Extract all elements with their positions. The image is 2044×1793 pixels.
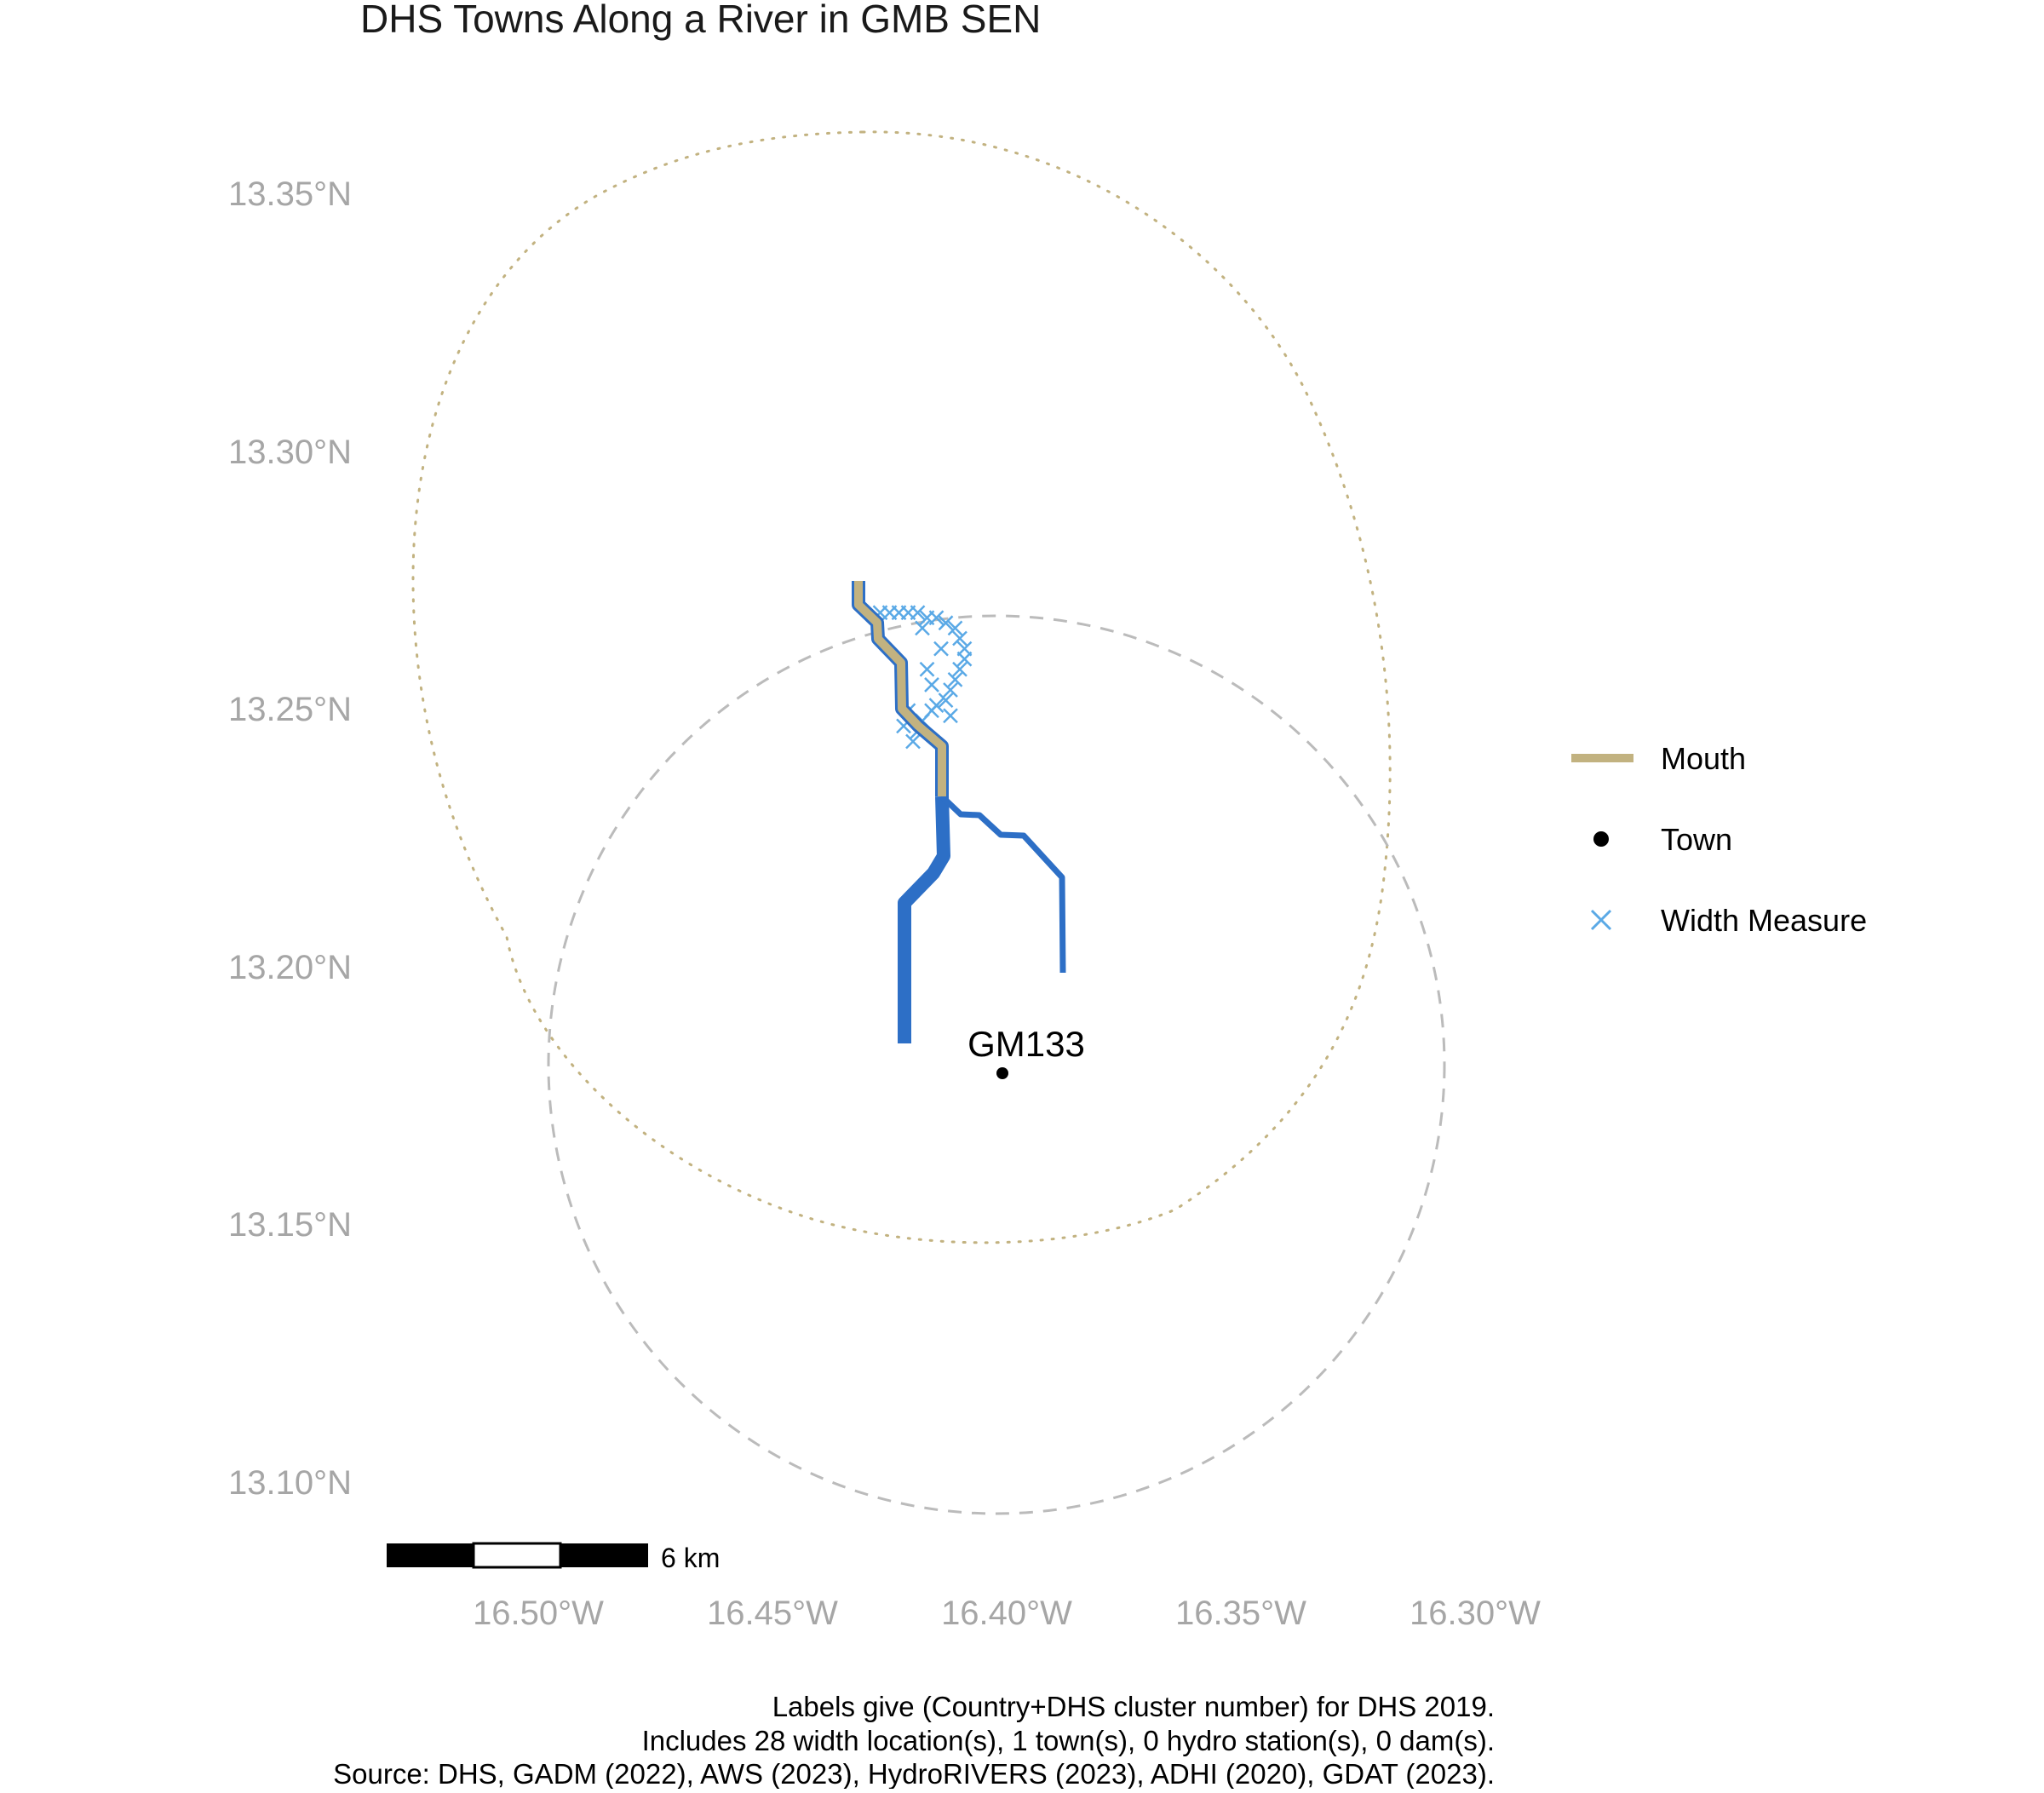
scale-bar-segment xyxy=(387,1543,474,1567)
width-measure-point xyxy=(952,630,967,647)
lat-tick-label: 13.15°N xyxy=(228,1206,352,1244)
width-measure-point xyxy=(956,641,973,657)
width-measure-point xyxy=(952,661,967,677)
legend-width-measure-swatch xyxy=(1590,909,1612,931)
caption: Labels give (Country+DHS cluster number)… xyxy=(333,1691,1495,1790)
caption-line: Source: DHS, GADM (2022), AWS (2023), Hy… xyxy=(333,1758,1495,1789)
lat-tick-label: 13.35°N xyxy=(228,175,352,213)
legend: Mouth Town Width Measure xyxy=(1571,741,1867,938)
lon-tick-label: 16.35°W xyxy=(1175,1595,1306,1632)
caption-line: Labels give (Country+DHS cluster number)… xyxy=(772,1691,1495,1722)
town-point xyxy=(996,1067,1008,1079)
longitude-axis: 16.50°W 16.45°W 16.40°W 16.35°W 16.30°W xyxy=(473,1595,1541,1632)
width-measure-point xyxy=(919,661,935,677)
town-label: GM133 xyxy=(967,1024,1085,1064)
legend-width-measure-label: Width Measure xyxy=(1661,903,1867,938)
width-measure-point xyxy=(943,682,958,698)
lat-tick-label: 13.30°N xyxy=(228,434,352,471)
river-branch xyxy=(939,794,1066,974)
width-measure-point xyxy=(919,610,935,626)
width-measure-point xyxy=(938,615,954,631)
width-measure-point xyxy=(905,733,921,750)
lat-tick-label: 13.10°N xyxy=(228,1464,352,1502)
legend-town-label: Town xyxy=(1661,822,1732,857)
town-buffer-circle xyxy=(547,614,1446,1515)
lon-tick-label: 16.50°W xyxy=(473,1595,604,1632)
river-main-channel xyxy=(898,796,950,1043)
caption-line: Includes 28 width location(s), 1 town(s)… xyxy=(642,1725,1495,1756)
map-title: DHS Towns Along a River in GMB SEN xyxy=(360,0,1041,41)
lat-tick-label: 13.25°N xyxy=(228,691,352,728)
width-measure-point xyxy=(928,698,944,714)
scale-bar-segment xyxy=(560,1543,648,1567)
lon-tick-label: 16.40°W xyxy=(941,1595,1072,1632)
legend-mouth-label: Mouth xyxy=(1661,741,1746,776)
scale-bar: 6 km xyxy=(387,1542,720,1573)
width-measure-point xyxy=(938,692,954,708)
width-measure-point xyxy=(924,677,939,692)
scale-bar-label: 6 km xyxy=(661,1543,720,1573)
scale-bar-segment xyxy=(472,1542,562,1569)
latitude-axis: 13.35°N 13.30°N 13.25°N 13.20°N 13.15°N … xyxy=(228,175,352,1502)
width-measure-point xyxy=(915,620,930,636)
width-measure-point xyxy=(943,708,958,724)
lon-tick-label: 16.45°W xyxy=(707,1595,838,1632)
lon-tick-label: 16.30°W xyxy=(1410,1595,1541,1632)
lat-tick-label: 13.20°N xyxy=(228,949,352,986)
legend-town-swatch xyxy=(1593,831,1609,847)
width-measure-point xyxy=(947,620,963,636)
width-measure-point xyxy=(947,672,963,687)
river-mouth-segment xyxy=(854,581,946,796)
width-measure-point xyxy=(933,641,949,657)
